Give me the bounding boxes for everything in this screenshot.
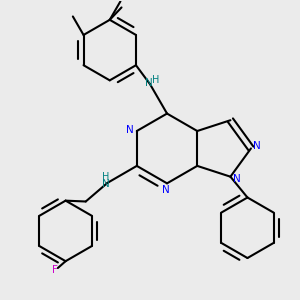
Text: N: N — [162, 184, 170, 194]
Text: N: N — [253, 141, 261, 151]
Text: H: H — [152, 74, 159, 85]
Text: N: N — [102, 179, 110, 190]
Text: H: H — [102, 172, 110, 182]
Text: N: N — [126, 125, 134, 135]
Text: N: N — [233, 174, 241, 184]
Text: N: N — [145, 78, 152, 88]
Text: F: F — [52, 266, 58, 275]
